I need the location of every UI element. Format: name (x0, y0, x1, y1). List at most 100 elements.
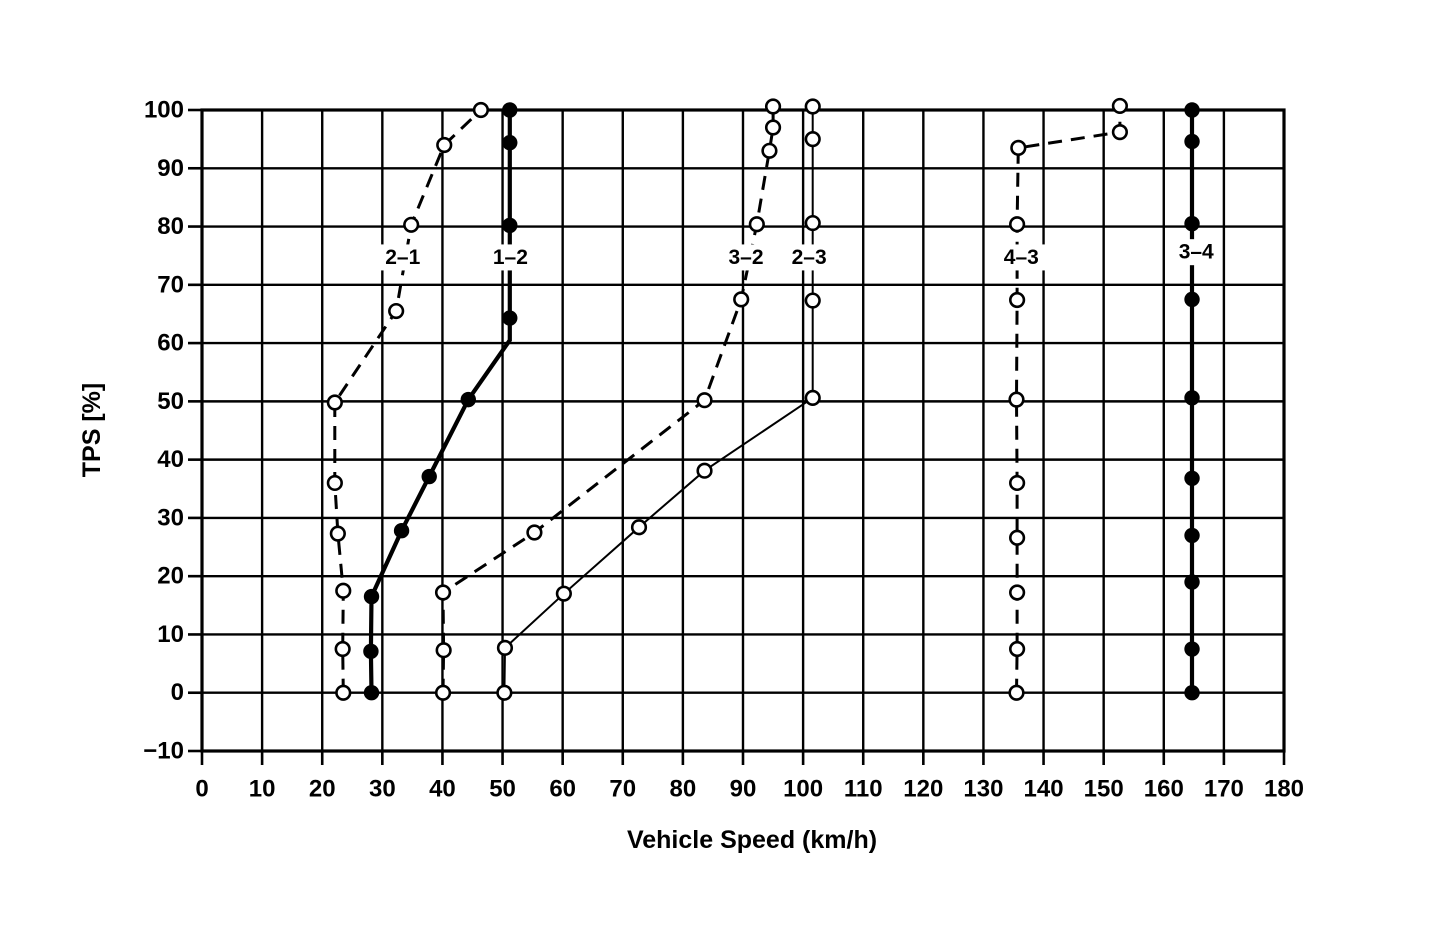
series-2-3-marker (555, 585, 572, 602)
x-tick-label-150: 150 (1084, 776, 1124, 803)
series-3-2-marker (526, 524, 543, 541)
series-markers (326, 97, 1200, 701)
series-4-3-label: 4–3 (1004, 246, 1039, 269)
series-2-1-marker (326, 394, 343, 411)
x-tick-label-50: 50 (489, 776, 516, 803)
series-2-3-label-bg (785, 244, 834, 271)
series-4-3-line (1014, 105, 1122, 693)
series-2-1-marker (335, 582, 352, 599)
series-2-1-marker (326, 474, 343, 492)
series-1-2-marker (421, 468, 437, 485)
series-3-2-marker (435, 642, 452, 659)
x-tick-label-130: 130 (963, 776, 1003, 803)
series-2-3-marker (630, 519, 648, 536)
x-tick-label-120: 120 (903, 776, 943, 803)
series-3-4-label: 3–4 (1179, 241, 1214, 264)
y-tick-labels: −10 0 10 20 30 40 50 60 70 80 90 100 (143, 97, 184, 765)
series-3-2-marker (733, 291, 750, 308)
series-2-3-marker (804, 98, 821, 115)
series-3-4-marker (1184, 133, 1200, 150)
series-3-2-marker (761, 142, 778, 159)
series-1-2-marker (502, 134, 518, 151)
series-1-2-marker (363, 685, 380, 701)
series-3-4-label-bg (1172, 239, 1221, 266)
series-2-3-marker (804, 131, 821, 148)
series-1-2-marker (363, 643, 379, 660)
y-tick-label-50: 50 (157, 388, 184, 415)
series-labels: 2–1 1–2 3–2 2–3 4–3 3–4 (378, 239, 1221, 271)
x-tick-label-20: 20 (309, 776, 336, 803)
y-tick-label-20: 20 (157, 563, 184, 590)
series-3-4-markers (1184, 102, 1200, 701)
series-2-1-marker (329, 525, 346, 542)
x-tick-label-60: 60 (549, 776, 576, 803)
series-1-2-marker (460, 391, 476, 408)
y-tick-label-10: 10 (157, 621, 184, 648)
series-2-3-marker (496, 639, 514, 656)
series-2-1-marker (335, 684, 352, 701)
x-tick-label-90: 90 (730, 776, 757, 803)
series-3-2-line (441, 106, 775, 693)
series-3-2-label: 3–2 (728, 246, 763, 269)
series-2-1-marker (403, 216, 420, 233)
y-tick-label-60: 60 (157, 330, 184, 357)
series-3-4-marker (1184, 470, 1200, 486)
series-3-2-marker (764, 119, 782, 136)
series-3-4-marker (1184, 527, 1200, 544)
y-axis-title: TPS [%] (78, 383, 106, 477)
series-4-3-marker (1010, 139, 1027, 156)
series-2-3-marker (804, 389, 821, 406)
series-2-3-marker (496, 684, 513, 701)
chart-render-root: 0 10 20 30 40 50 60 70 80 90 100 110 120 130 140 150 160… (143, 97, 1304, 803)
x-tick-label-70: 70 (609, 776, 636, 803)
series-1-2-marker (502, 310, 518, 326)
series-1-2-marker (393, 523, 410, 539)
series-3-2-marker (434, 684, 452, 701)
x-tick-label-30: 30 (369, 776, 396, 803)
series-2-1-label: 2–1 (385, 246, 420, 269)
series-1-2-marker (502, 217, 518, 234)
series-1-2-markers (363, 102, 518, 701)
y-tick-label-80: 80 (157, 213, 184, 240)
series-4-3-marker (1009, 474, 1026, 492)
y-tick-label-30: 30 (157, 504, 184, 531)
x-tick-label-160: 160 (1144, 776, 1184, 803)
series-4-3-marker (1009, 291, 1026, 309)
y-tick-label--10: −10 (143, 738, 184, 765)
series-2-1-line (333, 108, 482, 693)
series-2-3-label: 2–3 (792, 246, 827, 269)
series-2-1-marker (388, 302, 405, 320)
series-2-3-markers (496, 98, 821, 701)
series-2-1-marker (334, 640, 351, 658)
x-tick-label-80: 80 (670, 776, 697, 803)
series-3-2-marker (748, 216, 765, 233)
y-tick-label-0: 0 (171, 679, 184, 706)
series-2-3-marker (696, 462, 713, 479)
y-tick-label-70: 70 (157, 271, 184, 298)
series-4-3-marker (1009, 529, 1026, 546)
series-3-4-marker (1184, 574, 1200, 590)
series-4-3-markers (1008, 97, 1128, 701)
x-tick-label-140: 140 (1024, 776, 1064, 803)
y-tick-label-90: 90 (157, 155, 184, 182)
axis-ticks (188, 108, 1286, 765)
series-2-1-marker (472, 101, 490, 119)
x-tick-label-180: 180 (1264, 776, 1304, 803)
x-tick-label-170: 170 (1204, 776, 1244, 803)
y-tick-label-100: 100 (144, 97, 184, 124)
series-3-2-label-bg (722, 244, 771, 271)
series-2-1-marker (436, 136, 453, 154)
series-4-3-marker (1009, 640, 1026, 658)
series-3-4-marker (1184, 291, 1200, 308)
series-1-2-marker (502, 102, 518, 118)
series-3-2-marker (764, 98, 782, 115)
series-2-3-marker (804, 214, 821, 232)
series-1-2-label-bg (486, 244, 535, 271)
series-4-3-marker (1008, 391, 1025, 408)
x-tick-label-10: 10 (249, 776, 276, 803)
series-2-1-label-bg (378, 244, 427, 271)
x-tick-label-110: 110 (844, 776, 883, 803)
x-tick-label-100: 100 (783, 776, 823, 803)
